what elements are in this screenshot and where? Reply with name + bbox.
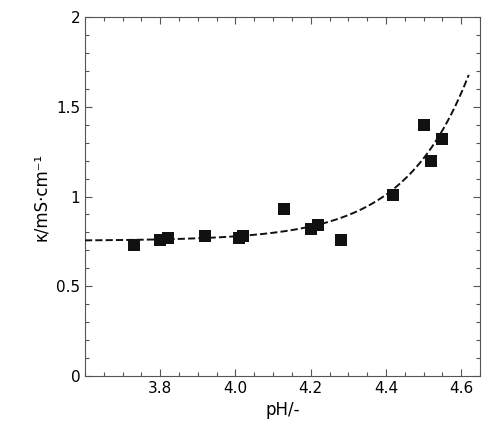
Point [438,136,446,143]
Point [427,157,435,164]
Point [314,222,322,229]
Point [239,232,247,239]
Point [130,241,138,248]
Point [156,236,164,243]
Y-axis label: κ/mS·cm⁻¹: κ/mS·cm⁻¹ [32,152,50,241]
X-axis label: pH/-: pH/- [265,401,300,419]
Point [280,206,288,213]
Point [164,234,172,241]
Point [337,236,345,243]
Point [235,234,243,241]
Point [420,121,428,128]
Point [390,191,398,198]
Point [306,226,314,232]
Point [202,232,209,239]
